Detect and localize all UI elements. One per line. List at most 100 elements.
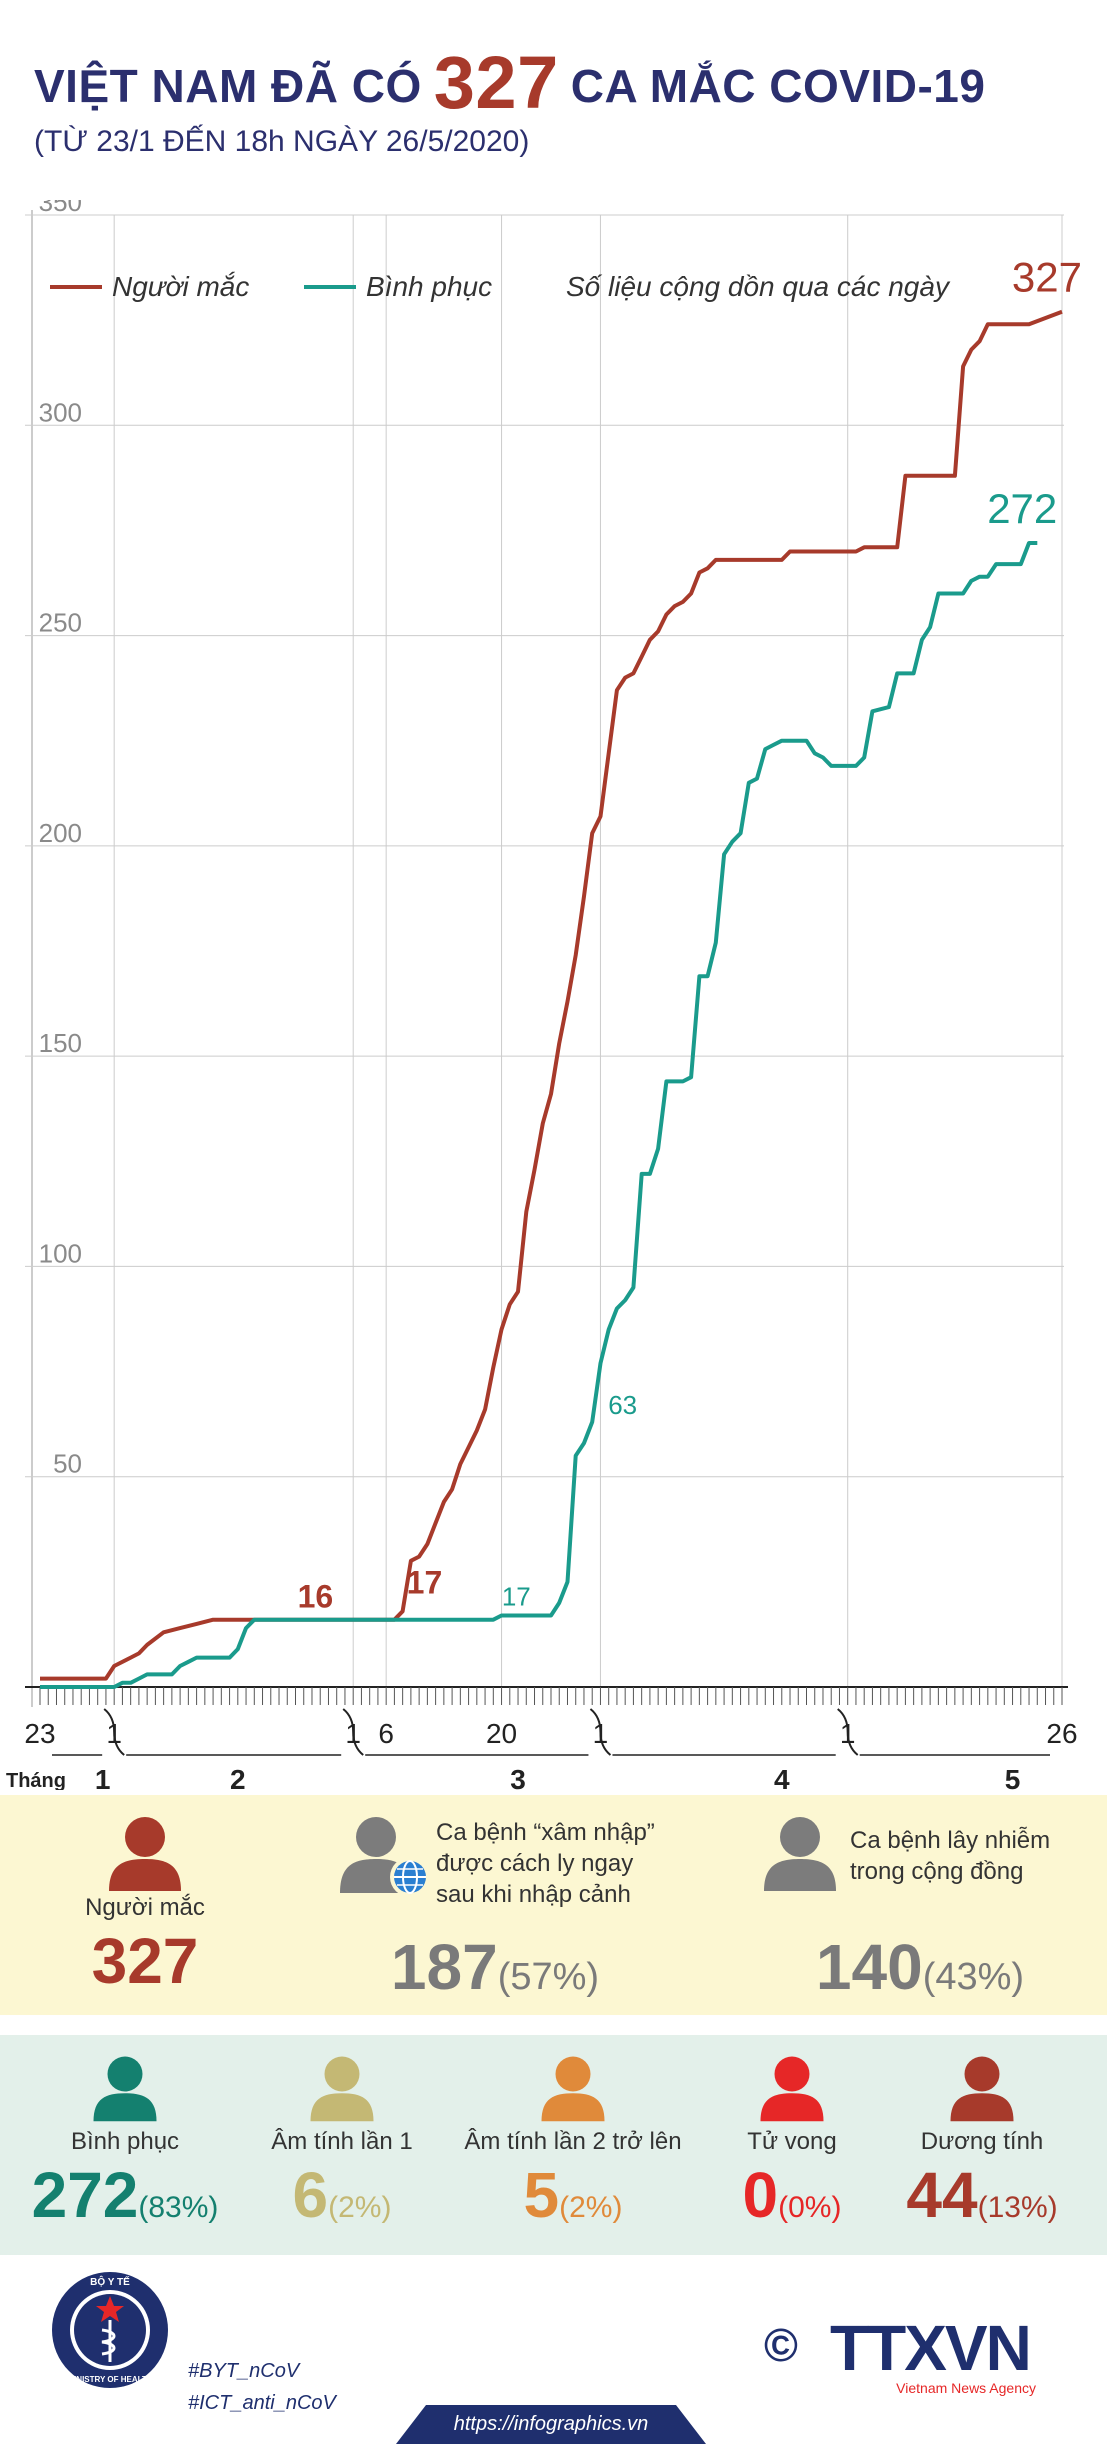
- x-tick-label-0: 23: [24, 1718, 55, 1749]
- subtitle: (TỪ 23/1 ĐẾN 18h NGÀY 26/5/2020): [34, 125, 530, 158]
- x-tick-label-5: 1: [593, 1718, 609, 1749]
- outcome-stat: Bình phục 272(83%): [0, 2053, 255, 2227]
- annotation-label-2: 17: [502, 1582, 531, 1612]
- stat-infected: Người mắc 327: [40, 1813, 250, 1993]
- outcome-figure: 0(0%): [662, 2163, 922, 2227]
- logo-top-text: BỘ Y TẾ: [90, 2275, 130, 2288]
- y-tick-label-250: 250: [39, 608, 82, 638]
- outcome-pct: (13%): [977, 2191, 1058, 2224]
- summary-panel: Người mắc 327 Ca bệnh “xâm nhập” được cá…: [0, 1795, 1107, 2015]
- page-title: VIỆT NAM ĐÃ CÓ 327 CA MẮC COVID-19: [34, 40, 985, 125]
- chart-lines: [40, 309, 1063, 1689]
- month-prefix: Tháng: [6, 1770, 66, 1790]
- month-label-1: 2: [230, 1764, 246, 1790]
- outcome-stat: Tử vong 0(0%): [662, 2053, 922, 2227]
- outcome-stat: Âm tính lần 2 trở lên 5(2%): [443, 2053, 703, 2227]
- x-tick-label-7: 26: [1046, 1718, 1077, 1749]
- community-figure: 140(43%): [770, 1935, 1070, 1999]
- person-globe-icon: [340, 1817, 430, 1897]
- ttxvn-logo: TTXVN Vietnam News Agency: [830, 2316, 1060, 2396]
- month-separator-2: [589, 1708, 612, 1756]
- outcome-figure: 272(83%): [0, 2163, 255, 2227]
- imported-figure: 187(57%): [330, 1935, 660, 1999]
- community-value: 140: [815, 1931, 923, 2003]
- series-end-label-0: 327: [1012, 254, 1082, 301]
- legend-recovered-label: Bình phục: [366, 271, 492, 302]
- month-separator-1: [342, 1708, 364, 1756]
- person-icon: [109, 1817, 181, 1891]
- y-tick-label-200: 200: [39, 818, 82, 848]
- person-icon: [93, 2056, 157, 2122]
- imported-value: 187: [390, 1931, 498, 2003]
- y-tick-label-300: 300: [39, 397, 82, 427]
- month-separator-3: [837, 1708, 859, 1756]
- outcome-value: 44: [906, 2159, 978, 2231]
- y-tick-label-150: 150: [39, 1028, 82, 1058]
- y-tick-label-100: 100: [39, 1238, 82, 1268]
- outcome-value: 0: [742, 2159, 779, 2231]
- annotation-label-1: 17: [407, 1564, 443, 1600]
- x-tick-label-4: 20: [486, 1718, 517, 1749]
- annotation-label-0: 16: [298, 1579, 334, 1615]
- x-tick-label-3: 6: [378, 1718, 394, 1749]
- outcome-panel: Bình phục 272(83%) Âm tính lần 1 6(2%) Âm tí…: [0, 2035, 1107, 2255]
- y-tick-label-50: 50: [53, 1449, 82, 1479]
- outcome-stat: Dương tính 44(13%): [852, 2053, 1107, 2227]
- person-icon: [950, 2056, 1014, 2122]
- outcome-stat: Âm tính lần 1 6(2%): [212, 2053, 472, 2227]
- outcome-figure: 44(13%): [852, 2163, 1107, 2227]
- title-number: 327: [433, 41, 559, 124]
- person-icon: [760, 2056, 824, 2122]
- outcome-value: 5: [523, 2159, 560, 2231]
- infected-label: Người mắc: [85, 1894, 205, 1921]
- person-icon: [310, 2056, 374, 2122]
- x-tick-label-1: 1: [106, 1718, 122, 1749]
- month-separator-0: [103, 1708, 125, 1756]
- hashtag-1: #BYT_nCoV: [188, 2360, 300, 2382]
- ttxvn-sub: Vietnam News Agency: [896, 2380, 1036, 2396]
- logo-bottom-text: MINISTRY OF HEALTH: [67, 2375, 152, 2384]
- series-line-1: [40, 541, 1038, 1689]
- month-label-2: 3: [510, 1764, 526, 1790]
- community-pct: (43%): [922, 1956, 1025, 1998]
- title-prefix: VIỆT NAM ĐÃ CÓ: [34, 60, 422, 112]
- month-label-0: 1: [95, 1764, 111, 1790]
- hashtags: #BYT_nCoV #ICT_anti_nCoV: [188, 2355, 336, 2419]
- person-icon: [764, 1817, 836, 1891]
- outcome-value: 6: [292, 2159, 329, 2231]
- outcome-value: 272: [31, 2159, 139, 2231]
- annotation-label-3: 63: [608, 1390, 637, 1420]
- series-end-label-1: 272: [987, 485, 1057, 532]
- outcome-label: Âm tính lần 2 trở lên: [464, 2128, 682, 2155]
- x-tick-label-6: 1: [840, 1718, 856, 1749]
- title-suffix: CA MẮC COVID-19: [570, 60, 986, 112]
- imported-label: Ca bệnh “xâm nhập” được cách ly ngay sau…: [436, 1819, 655, 1909]
- hashtag-2: #ICT_anti_nCoV: [188, 2392, 336, 2414]
- chart-grid: [25, 210, 1064, 1707]
- outcome-pct: (2%): [559, 2191, 623, 2224]
- chart-legend: Người mắc Bình phục Số liệu cộng dồn qua…: [50, 271, 951, 302]
- month-label-3: 4: [774, 1764, 790, 1790]
- outcome-pct: (83%): [138, 2191, 219, 2224]
- community-label: Ca bệnh lây nhiễm trong cộng đồng: [850, 1827, 1051, 1886]
- outcome-figure: 6(2%): [212, 2163, 472, 2227]
- infected-value: 327: [91, 1925, 199, 1997]
- imported-pct: (57%): [497, 1956, 600, 1998]
- x-tick-label-2: 1: [345, 1718, 361, 1749]
- legend-note: Số liệu cộng dồn qua các ngày: [566, 271, 951, 302]
- outcome-pct: (0%): [778, 2191, 842, 2224]
- outcome-label: Dương tính: [920, 2128, 1044, 2155]
- outcome-pct: (2%): [328, 2191, 392, 2224]
- chart-axes: [25, 1686, 1068, 1756]
- ministry-of-health-logo: BỘ Y TẾ MINISTRY OF HEALTH: [52, 2272, 168, 2388]
- website-link[interactable]: https://infographics.vn: [396, 2405, 706, 2444]
- outcome-label: Tử vong: [747, 2128, 837, 2155]
- ttxvn-brand: TTXVN: [830, 2312, 1032, 2384]
- series-line-0: [40, 309, 1063, 1681]
- y-tick-label-350: 350: [39, 200, 82, 217]
- outcome-figure: 5(2%): [443, 2163, 703, 2227]
- legend-infected-label: Người mắc: [112, 271, 249, 302]
- person-icon: [541, 2056, 605, 2122]
